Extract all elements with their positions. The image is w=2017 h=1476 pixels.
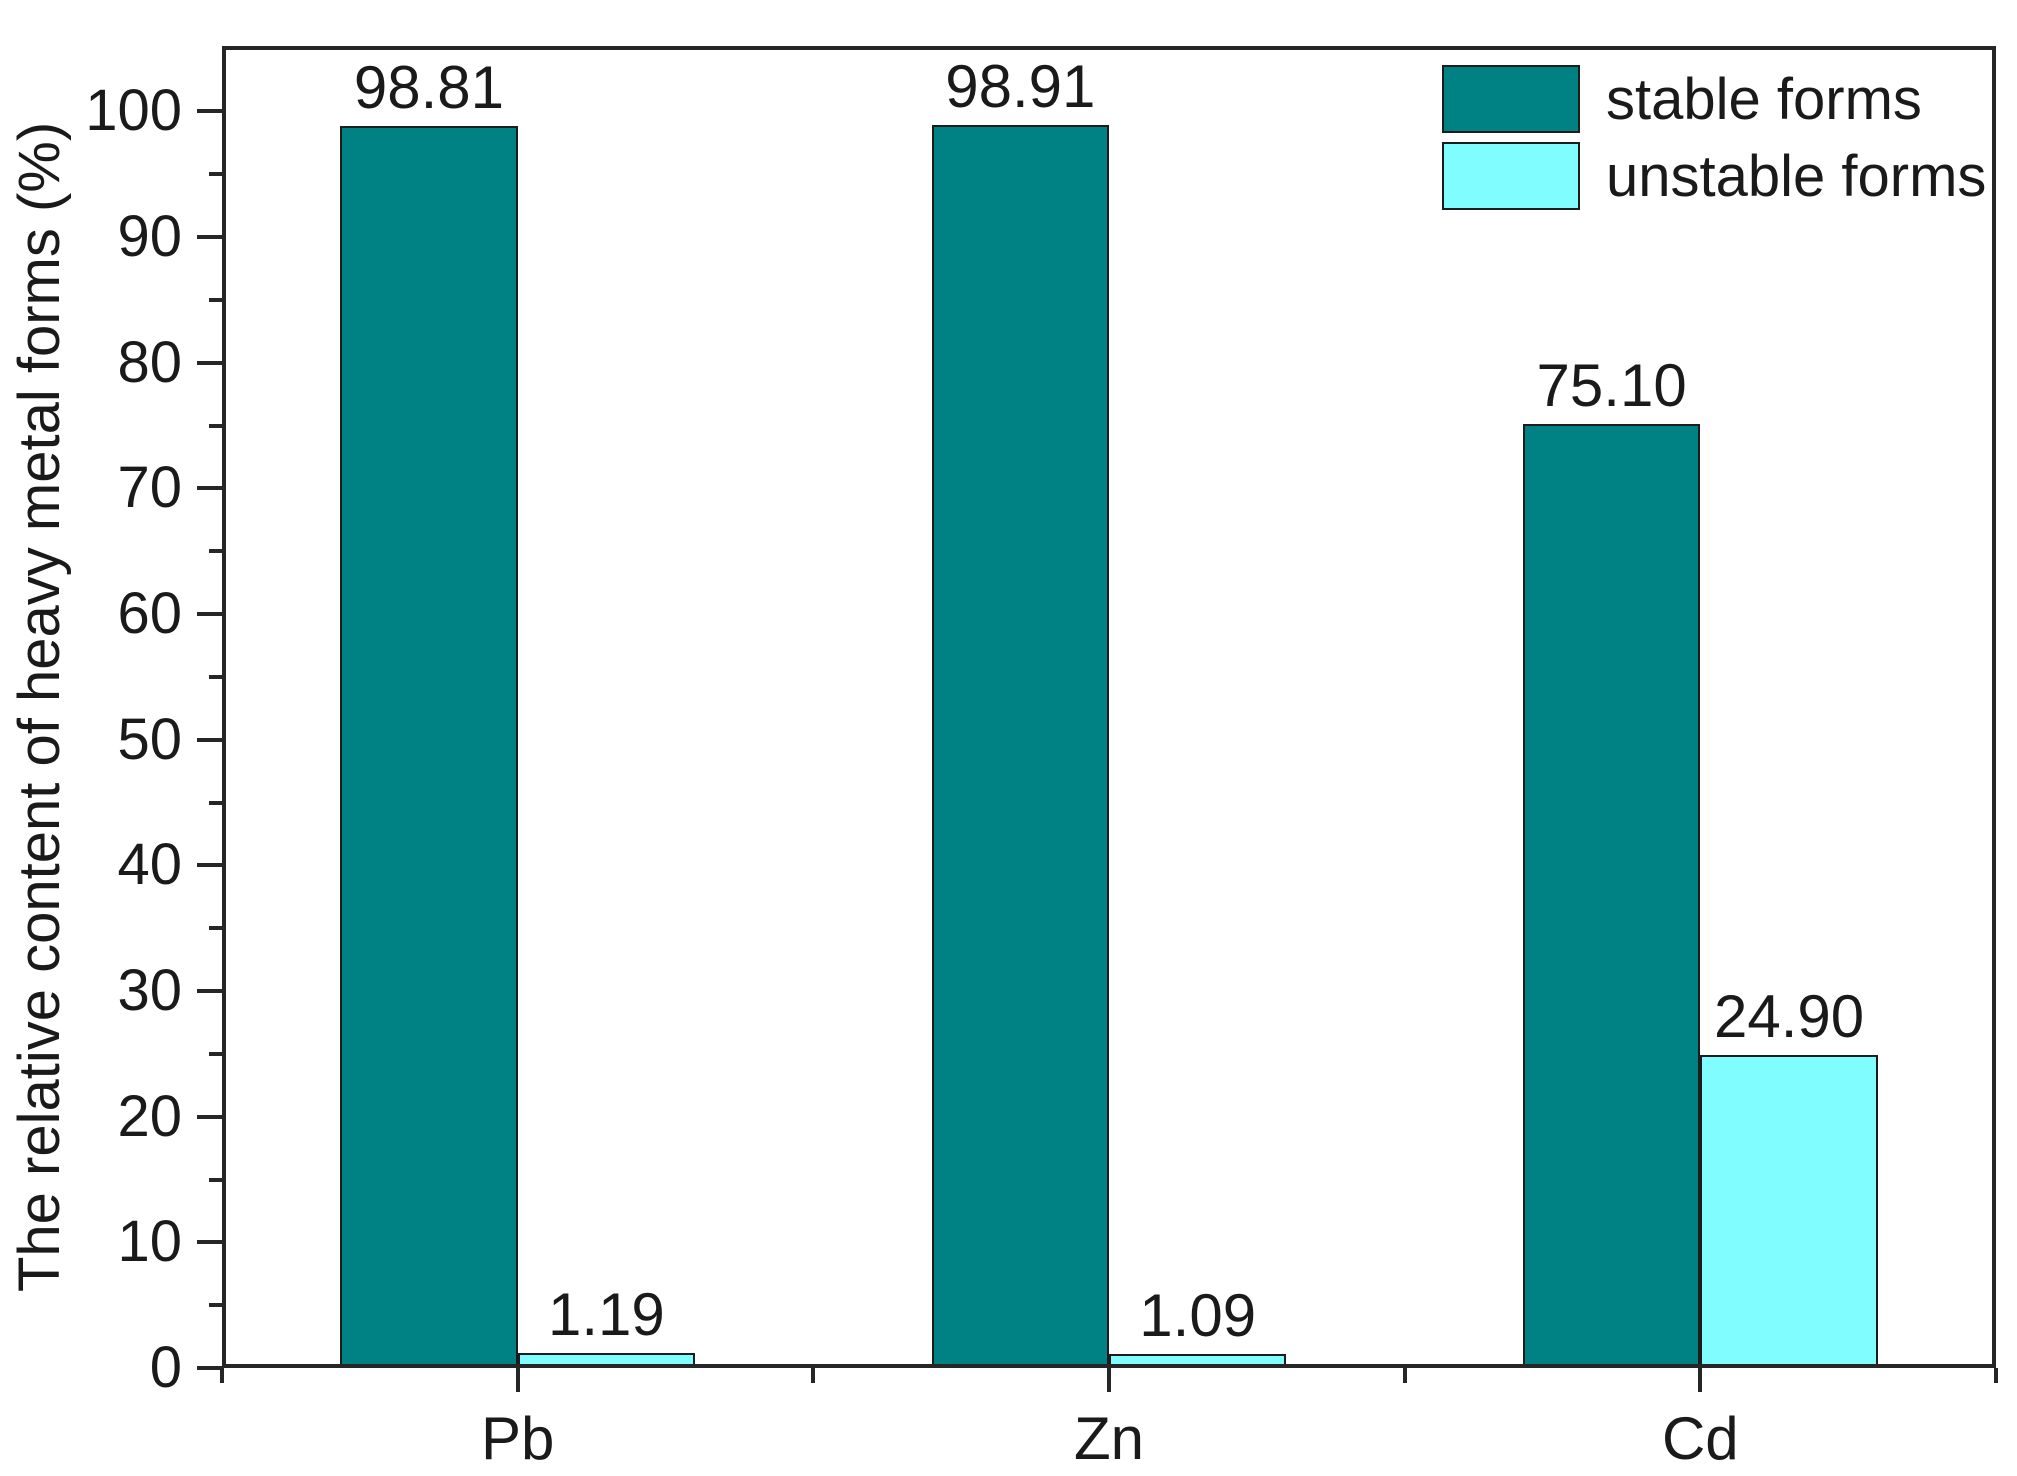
bar-stable-cd [1522,424,1701,1368]
y-tick-label: 0 [149,1335,182,1400]
bar-unstable-pb [517,1353,696,1368]
y-tick-label: 80 [117,329,182,395]
y-major-tick [197,486,222,491]
y-tick-label: 30 [117,958,182,1023]
value-label-stable-cd: 75.10 [1536,352,1687,420]
value-label-unstable-cd: 24.90 [1713,983,1865,1051]
y-major-tick [197,989,222,993]
y-major-tick [197,737,222,742]
y-tick-label: 90 [117,204,182,269]
legend-item: unstable forms [1442,142,1986,210]
legend-label: unstable forms [1606,143,1987,209]
legend-swatch-stable [1442,65,1580,133]
y-minor-tick [209,423,222,428]
y-minor-tick [209,1177,222,1182]
legend-item: stable forms [1442,65,1986,133]
value-label-stable-pb: 98.81 [353,54,505,122]
y-minor-tick [209,549,222,554]
legend-swatch-unstable [1442,142,1580,210]
y-major-tick [197,109,222,114]
y-major-tick [197,1366,222,1370]
x-boundary-tick [1994,1368,1998,1383]
y-minor-tick [209,172,222,177]
bar-stable-zn [931,125,1109,1368]
value-label-unstable-pb: 1.19 [547,1281,665,1349]
y-minor-tick [209,297,222,302]
y-major-tick [197,863,222,868]
x-major-tick [515,1368,520,1392]
y-major-tick [197,360,222,365]
y-major-tick [197,1114,222,1119]
plot-area: stable forms unstable forms 0 10 20 30 40 50 60… [85,46,1998,1472]
value-label-unstable-zn: 1.09 [1139,1282,1257,1350]
x-category-label: Cd [1661,1405,1739,1472]
y-tick-label: 70 [117,455,182,521]
bar-stable-pb [340,126,518,1368]
y-tick-label: 40 [117,832,182,898]
value-label-stable-zn: 98.91 [945,53,1096,121]
y-tick-label: 50 [117,706,182,772]
bar-unstable-cd [1700,1055,1878,1368]
y-minor-tick [209,1303,222,1308]
y-minor-tick [209,800,222,805]
y-major-tick [197,612,222,616]
x-category-label: Pb [480,1405,555,1472]
y-major-tick [197,1240,222,1245]
x-boundary-tick [220,1368,224,1383]
x-major-tick [1698,1368,1703,1392]
x-boundary-tick [811,1368,816,1383]
y-tick-label: 100 [85,78,182,144]
y-tick-label: 60 [117,581,182,646]
x-category-label: Zn [1073,1405,1145,1472]
y-tick-label: 20 [117,1083,182,1149]
y-major-tick [197,235,222,239]
y-minor-tick [209,1051,222,1056]
legend: stable forms unstable forms [1442,65,1986,219]
y-tick-label: 10 [117,1209,182,1275]
legend-label: stable forms [1606,66,1922,132]
bar-unstable-zn [1109,1354,1287,1368]
x-major-tick [1107,1368,1111,1392]
y-minor-tick [209,926,222,931]
x-boundary-tick [1402,1368,1407,1383]
y-minor-tick [209,674,222,679]
